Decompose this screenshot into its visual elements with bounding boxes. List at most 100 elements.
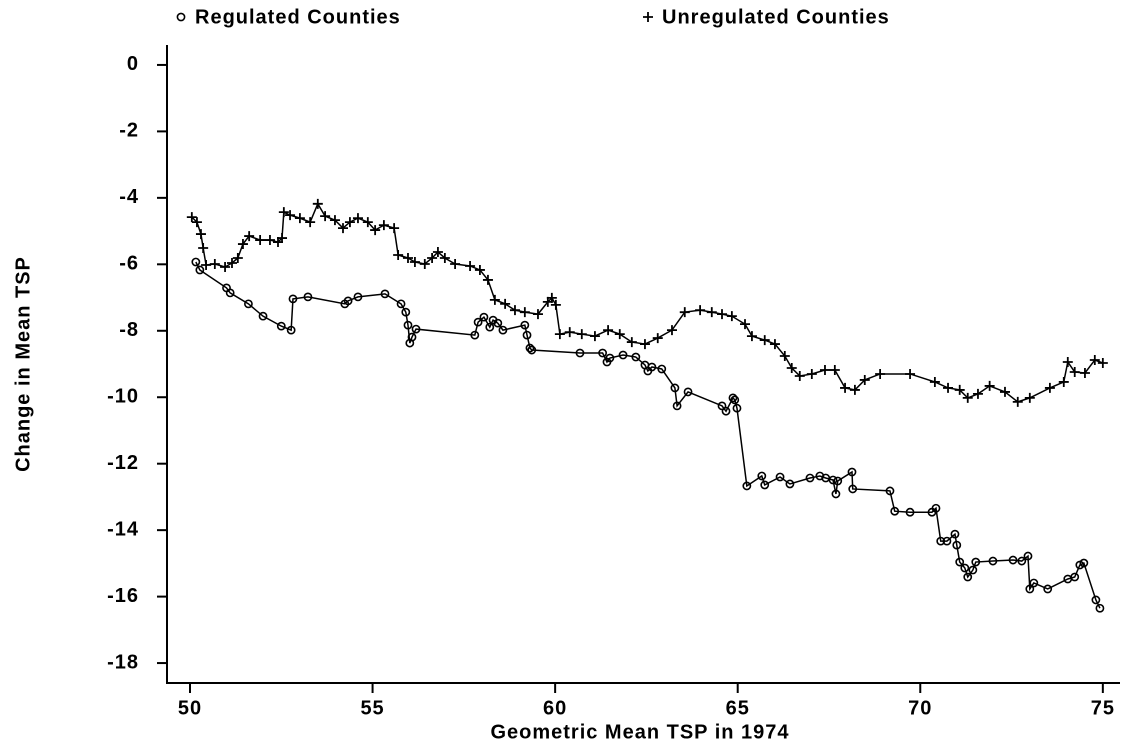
y-tick-label: -16: [107, 585, 139, 607]
point: [1008, 555, 1018, 565]
point: [971, 557, 981, 567]
x-tick-label: 70: [908, 697, 932, 719]
point: [942, 536, 952, 546]
point: [683, 387, 693, 397]
point: [485, 322, 495, 332]
y-axis-label: Change in Mean TSP: [12, 256, 34, 472]
point: [706, 307, 717, 318]
point: [740, 319, 751, 330]
point: [411, 324, 421, 334]
point: [1025, 584, 1035, 594]
point: [775, 472, 785, 482]
point: [1069, 366, 1080, 377]
point: [730, 395, 740, 405]
point: [726, 311, 737, 322]
y-tick-label: -10: [107, 386, 139, 408]
y-tick-label: -12: [107, 452, 139, 474]
point: [672, 401, 682, 411]
point: [639, 339, 650, 350]
point: [785, 479, 795, 489]
point: [209, 258, 220, 269]
point: [631, 352, 641, 362]
x-tick-label: 60: [543, 697, 567, 719]
point: [244, 299, 253, 309]
point: [929, 376, 940, 387]
point: [564, 327, 575, 338]
point: [482, 274, 493, 285]
x-tick-label: 55: [360, 697, 384, 719]
point: [984, 380, 995, 391]
point: [759, 335, 770, 346]
point: [1024, 392, 1035, 403]
point: [885, 486, 895, 496]
y-tick-label: 0: [127, 53, 139, 75]
point: [988, 556, 998, 566]
point: [409, 256, 420, 267]
point: [679, 307, 690, 318]
point: [474, 264, 485, 275]
point: [831, 489, 841, 499]
point: [220, 261, 231, 272]
x-tick-label: 50: [178, 697, 202, 719]
point: [847, 467, 857, 477]
series-line: [191, 202, 1104, 403]
point: [432, 247, 443, 258]
point: [255, 235, 266, 246]
point: [186, 212, 197, 223]
point: [285, 210, 296, 221]
point: [614, 329, 625, 340]
point: [968, 565, 978, 575]
point: [344, 217, 355, 228]
point: [943, 382, 954, 393]
point: [519, 307, 530, 318]
point: [370, 225, 381, 236]
point: [760, 480, 770, 490]
point: [546, 292, 557, 303]
x-tick-label: 65: [726, 697, 750, 719]
point: [303, 292, 313, 302]
y-tick-label: -4: [119, 186, 139, 208]
point: [225, 288, 235, 298]
point: [389, 223, 400, 234]
point: [670, 383, 680, 393]
point: [427, 252, 438, 263]
point: [378, 220, 389, 231]
point: [439, 252, 450, 263]
series-line: [195, 261, 1101, 609]
point: [603, 325, 614, 336]
point: [805, 473, 815, 483]
point: [264, 235, 275, 246]
point: [396, 299, 406, 309]
point: [550, 299, 561, 310]
point: [522, 330, 532, 340]
point: [1097, 358, 1108, 369]
point: [294, 213, 305, 224]
point: [828, 475, 838, 485]
point: [742, 481, 752, 491]
point: [575, 348, 585, 358]
point: [201, 259, 212, 270]
point: [258, 311, 268, 321]
point: [393, 250, 404, 261]
point: [1089, 355, 1100, 366]
point: [500, 298, 511, 309]
point: [954, 384, 965, 395]
point: [450, 258, 461, 269]
point: [525, 343, 535, 353]
point: [746, 331, 757, 342]
point: [952, 540, 962, 550]
point: [1091, 595, 1101, 605]
y-tick-label: -2: [119, 120, 139, 142]
point: [931, 503, 941, 513]
legend-label: Regulated Counties: [195, 6, 401, 28]
point: [647, 362, 657, 372]
y-tick-label: -8: [119, 319, 139, 341]
point: [962, 392, 973, 403]
point: [403, 320, 413, 330]
point: [470, 330, 480, 340]
point: [955, 557, 965, 567]
point: [1012, 396, 1023, 407]
legend-label: Unregulated Counties: [662, 6, 890, 28]
point: [380, 289, 390, 299]
point: [489, 294, 500, 305]
